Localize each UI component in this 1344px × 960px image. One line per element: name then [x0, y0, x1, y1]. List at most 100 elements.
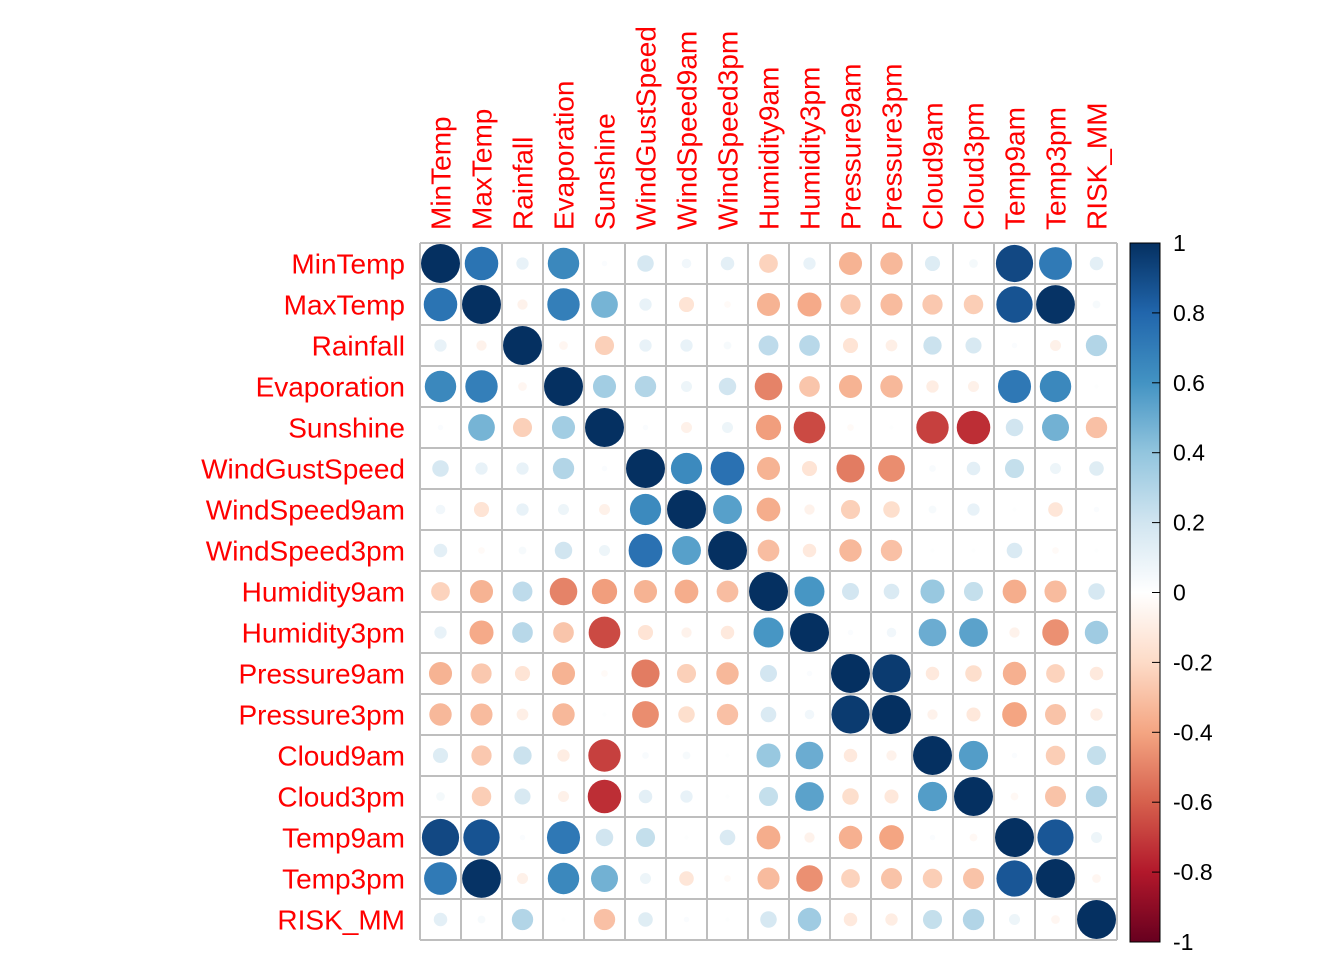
corr-circle-Humidity3pm-RISK_MM [1084, 620, 1109, 645]
corr-circle-MaxTemp-MaxTemp [462, 285, 501, 324]
corr-circle-Sunshine-Sunshine [585, 408, 624, 447]
corr-circle-RISK_MM-Sunshine [593, 908, 616, 931]
row-label: Pressure9am [238, 659, 405, 690]
corr-circle-Cloud3pm-Pressure3pm [884, 789, 899, 804]
colorbar-tick-label: 0.8 [1173, 300, 1205, 326]
corr-circle-Pressure9am-Cloud9am [925, 666, 940, 681]
corr-circle-Pressure9am-Rainfall [514, 665, 531, 682]
corr-circle-WindGustSpeed-MaxTemp [475, 462, 488, 475]
corr-circle-Humidity9am-Rainfall [512, 581, 533, 602]
corr-circle-Evaporation-Rainfall [518, 382, 527, 391]
corr-circle-MinTemp-Evaporation [547, 247, 580, 280]
corr-circle-Pressure9am-Evaporation [551, 661, 576, 686]
corr-circle-WindSpeed9am-RISK_MM [1093, 506, 1100, 513]
corr-circle-Sunshine-Cloud9am [916, 411, 949, 444]
corr-circle-MaxTemp-RISK_MM [1092, 300, 1101, 309]
corr-circle-RISK_MM-Evaporation [561, 917, 566, 922]
corr-circle-MinTemp-Sunshine [601, 260, 608, 267]
corr-circle-MaxTemp-Temp9am [996, 286, 1033, 323]
corr-circle-WindGustSpeed-Humidity9am [756, 456, 781, 481]
corr-circle-Temp3pm-MinTemp [424, 862, 457, 895]
corr-circle-Temp3pm-Temp3pm [1036, 859, 1075, 898]
corr-circle-Temp9am-WindSpeed3pm [719, 829, 736, 846]
correlation-circles [421, 244, 1116, 939]
corr-circle-MaxTemp-WindSpeed3pm [724, 301, 731, 308]
corr-circle-Temp9am-Temp9am [995, 818, 1034, 857]
corr-circle-WindSpeed3pm-Temp3pm [1052, 547, 1059, 554]
corr-circle-Pressure3pm-Evaporation [552, 703, 575, 726]
corr-circle-Temp9am-Evaporation [546, 820, 581, 855]
corr-circle-MaxTemp-Pressure3pm [880, 293, 903, 316]
corr-circle-Humidity3pm-Temp9am [1009, 627, 1020, 638]
corr-circle-WindSpeed3pm-WindSpeed3pm [708, 531, 747, 570]
corr-circle-Cloud9am-Sunshine [588, 739, 621, 772]
corr-circle-WindSpeed9am-WindGustSpeed [629, 493, 662, 526]
colorbar-tick-label: 0 [1173, 580, 1186, 606]
corr-circle-MaxTemp-Pressure9am [840, 294, 861, 315]
corr-circle-Temp9am-Pressure3pm [879, 825, 904, 850]
corr-circle-Rainfall-WindGustSpeed [639, 339, 652, 352]
corr-circle-Sunshine-Evaporation [551, 415, 576, 440]
corr-circle-Humidity9am-Pressure9am [842, 583, 859, 600]
row-label: Sunshine [288, 413, 405, 444]
corr-circle-WindSpeed9am-Pressure3pm [883, 501, 900, 518]
corr-circle-Sunshine-Rainfall [512, 417, 533, 438]
corr-circle-Temp9am-Temp3pm [1037, 819, 1074, 856]
corr-circle-Rainfall-Humidity9am [758, 335, 779, 356]
corr-circle-Rainfall-Sunshine [594, 335, 615, 356]
corr-circle-Rainfall-Rainfall [503, 326, 542, 365]
corr-circle-Pressure9am-WindSpeed3pm [716, 662, 739, 685]
corr-circle-Humidity9am-Temp9am [1002, 579, 1027, 604]
corr-circle-Pressure3pm-Pressure3pm [872, 695, 911, 734]
row-label: Cloud9am [277, 741, 405, 772]
corr-circle-Cloud3pm-Humidity3pm [795, 782, 824, 811]
corr-circle-Pressure3pm-WindGustSpeed [632, 701, 659, 728]
corr-circle-Temp3pm-Temp9am [996, 860, 1033, 897]
column-label: Pressure3pm [877, 63, 908, 230]
corr-circle-WindSpeed3pm-Sunshine [598, 544, 611, 557]
column-label: Rainfall [508, 137, 539, 230]
corr-circle-Sunshine-Pressure9am [847, 424, 854, 431]
corr-circle-Pressure3pm-Sunshine [602, 712, 607, 717]
color-legend: 1 0.8 0.6 0.4 0.2 0 -0.2 -0.4 -0.6 -0.8 -1 [1129, 230, 1213, 955]
corr-circle-RISK_MM-MinTemp [433, 912, 448, 927]
corr-circle-Temp3pm-WindSpeed3pm [724, 875, 731, 882]
corr-circle-Cloud3pm-Rainfall [514, 788, 531, 805]
colorbar-tick-label: 1 [1173, 230, 1186, 256]
corr-circle-Rainfall-Pressure9am [842, 337, 859, 354]
corr-circle-WindSpeed3pm-Pressure3pm [880, 539, 903, 562]
corr-circle-MinTemp-MaxTemp [464, 246, 499, 281]
corr-circle-Pressure3pm-MinTemp [429, 703, 452, 726]
corr-circle-Evaporation-Temp9am [997, 369, 1032, 404]
corr-circle-Humidity3pm-Humidity3pm [790, 613, 829, 652]
corr-circle-Humidity3pm-Rainfall [512, 622, 533, 643]
corr-circle-Humidity3pm-Cloud3pm [959, 618, 988, 647]
corr-circle-MinTemp-Humidity9am [759, 254, 778, 273]
corr-circle-Cloud9am-Rainfall [513, 746, 532, 765]
corr-circle-Humidity3pm-Humidity9am [753, 617, 784, 648]
colorbar-tick-label: -0.6 [1173, 789, 1213, 815]
column-label: Pressure9am [836, 63, 867, 230]
corr-circle-WindGustSpeed-Sunshine [601, 465, 608, 472]
corr-circle-Sunshine-MaxTemp [468, 414, 495, 441]
corr-circle-WindSpeed9am-WindSpeed9am [667, 490, 706, 529]
corr-circle-MaxTemp-WindSpeed9am [678, 296, 695, 313]
corr-circle-Cloud9am-MinTemp [432, 747, 449, 764]
corr-circle-Pressure9am-Temp3pm [1046, 664, 1065, 683]
corr-circle-WindSpeed9am-Humidity3pm [804, 504, 815, 515]
corr-circle-Sunshine-Cloud3pm [956, 410, 991, 445]
corr-circle-MinTemp-Pressure3pm [880, 252, 903, 275]
corr-circle-Cloud3pm-WindSpeed3pm [725, 794, 730, 799]
column-label: Humidity9am [754, 67, 785, 230]
corr-circle-RISK_MM-Pressure9am [843, 912, 858, 927]
corr-circle-Pressure9am-MinTemp [428, 661, 453, 686]
row-label: Temp3pm [282, 864, 405, 895]
column-label: Humidity3pm [795, 67, 826, 230]
corr-circle-Pressure3pm-Cloud9am [927, 709, 938, 720]
corr-circle-MinTemp-Temp9am [995, 244, 1034, 283]
corr-circle-Rainfall-Humidity3pm [799, 335, 820, 356]
corr-circle-Sunshine-Pressure3pm [889, 425, 894, 430]
corr-circle-Evaporation-RISK_MM [1094, 384, 1099, 389]
corr-circle-RISK_MM-Rainfall [511, 908, 534, 931]
